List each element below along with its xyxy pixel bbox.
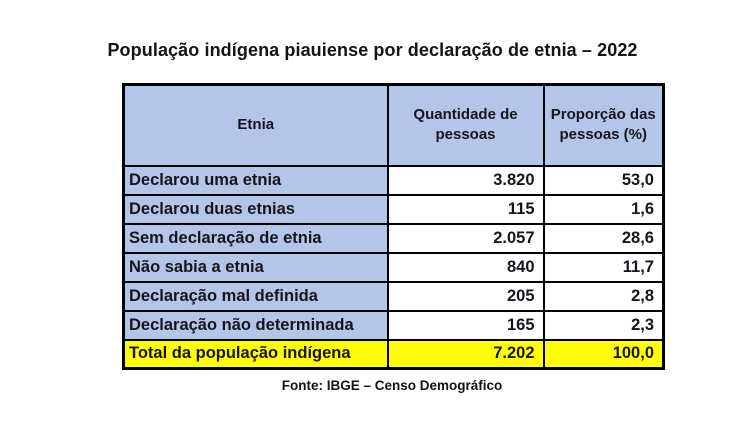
total-quantity: 7.202 — [386, 338, 545, 370]
ethnicity-data-table: Etnia Quantidade de pessoas Proporção da… — [122, 83, 665, 370]
row-quantity: 205 — [386, 280, 545, 312]
table-row: Não sabia a etnia 840 11,7 — [122, 251, 665, 283]
table-row: Sem declaração de etnia 2.057 28,6 — [122, 222, 665, 254]
row-label: Declaração não determinada — [122, 309, 389, 341]
table-row: Declaração não determinada 165 2,3 — [122, 309, 665, 341]
row-label: Declarou duas etnias — [122, 193, 389, 225]
row-proportion: 53,0 — [542, 164, 665, 196]
row-proportion: 11,7 — [542, 251, 665, 283]
row-label: Declaração mal definida — [122, 280, 389, 312]
header-quantidade: Quantidade de pessoas — [386, 83, 545, 167]
header-row: Etnia Quantidade de pessoas Proporção da… — [122, 83, 665, 167]
header-proporcao: Proporção das pessoas (%) — [542, 83, 665, 167]
total-label: Total da população indígena — [122, 338, 389, 370]
table-row: Declarou uma etnia 3.820 53,0 — [122, 164, 665, 196]
total-proportion: 100,0 — [542, 338, 665, 370]
row-label: Sem declaração de etnia — [122, 222, 389, 254]
row-proportion: 1,6 — [542, 193, 665, 225]
total-row: Total da população indígena 7.202 100,0 — [122, 338, 665, 370]
row-proportion: 2,8 — [542, 280, 665, 312]
table-row: Declaração mal definida 205 2,8 — [122, 280, 665, 312]
row-label: Declarou uma etnia — [122, 164, 389, 196]
source-caption: Fonte: IBGE – Censo Demográfico — [281, 378, 503, 393]
row-quantity: 115 — [386, 193, 545, 225]
row-proportion: 2,3 — [542, 309, 665, 341]
row-label: Não sabia a etnia — [122, 251, 389, 283]
page-title: População indígena piauiense por declara… — [107, 40, 638, 60]
row-quantity: 165 — [386, 309, 545, 341]
table-row: Declarou duas etnias 115 1,6 — [122, 193, 665, 225]
row-proportion: 28,6 — [542, 222, 665, 254]
row-quantity: 840 — [386, 251, 545, 283]
row-quantity: 2.057 — [386, 222, 545, 254]
header-etnia: Etnia — [122, 83, 389, 167]
row-quantity: 3.820 — [386, 164, 545, 196]
